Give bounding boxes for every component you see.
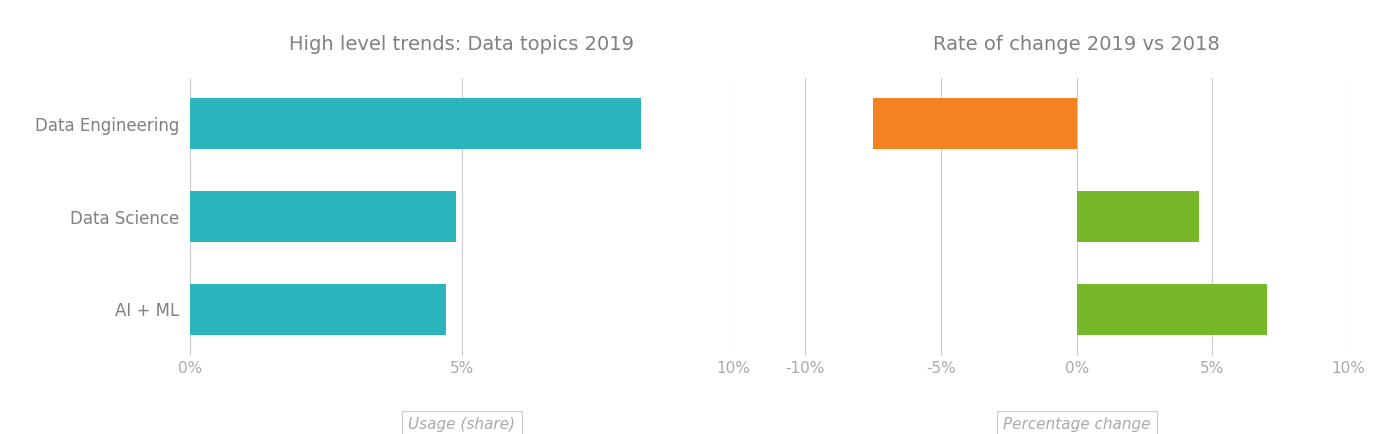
Text: Percentage change: Percentage change	[1002, 417, 1151, 432]
Bar	[1077, 284, 1267, 335]
Bar	[872, 99, 1077, 149]
Title: Rate of change 2019 vs 2018: Rate of change 2019 vs 2018	[934, 35, 1219, 54]
Bar	[1077, 191, 1198, 242]
Bar	[190, 284, 445, 335]
Text: Usage (share): Usage (share)	[409, 417, 515, 432]
Bar	[190, 99, 641, 149]
Title: High level trends: Data topics 2019: High level trends: Data topics 2019	[290, 35, 634, 54]
Bar	[190, 191, 456, 242]
